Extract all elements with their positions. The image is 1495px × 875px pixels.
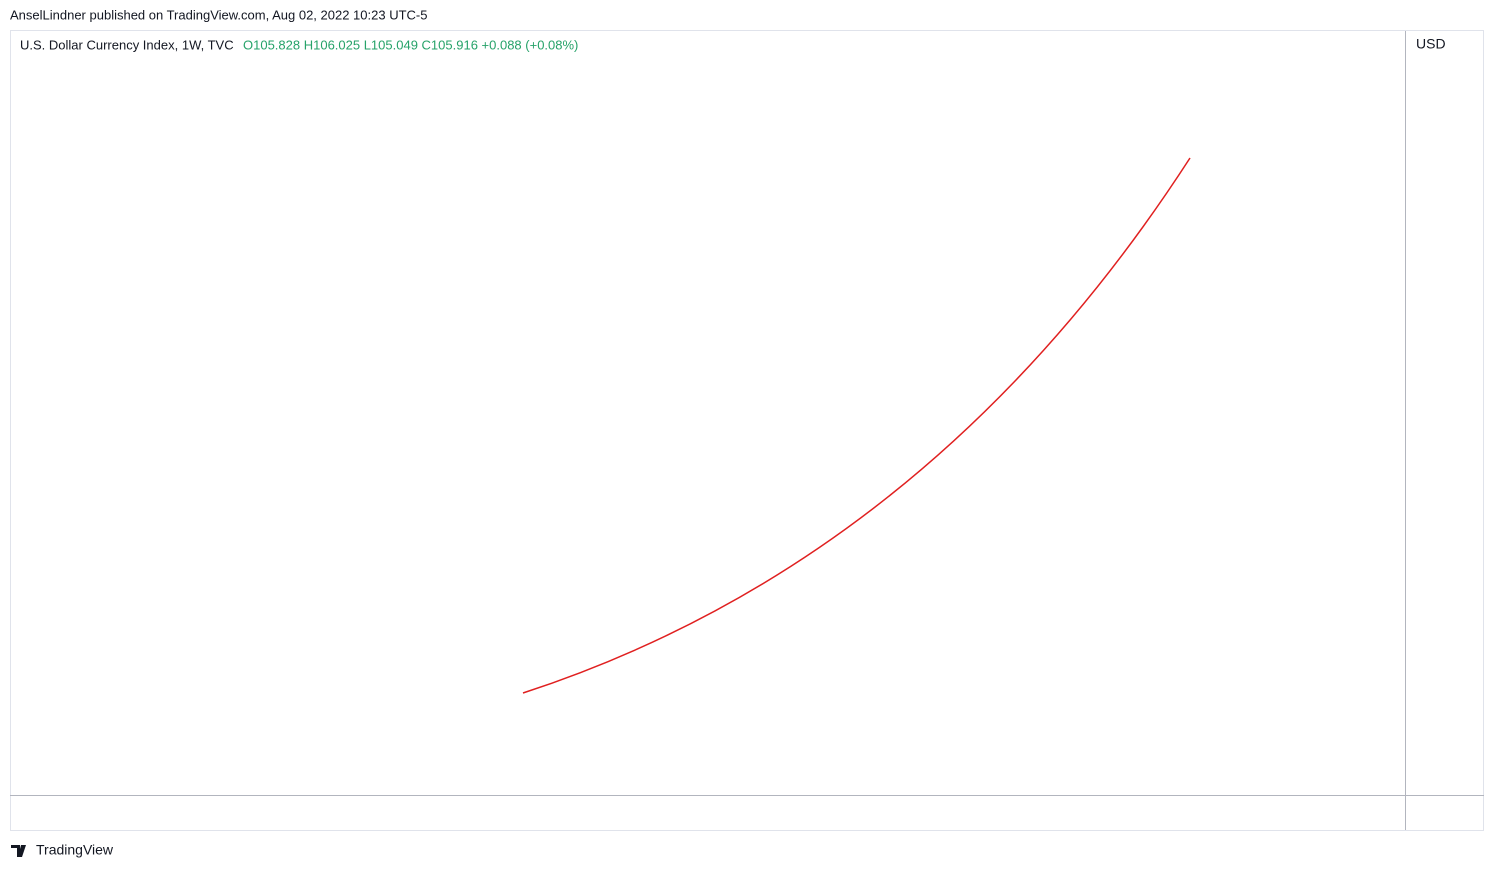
logo [11,845,26,857]
plot [522,157,1191,694]
frame [10,30,1484,831]
ohlc-legend: O105.828 H106.025 L105.049 C105.916 +0.0… [243,37,578,52]
axis-label-bg [1407,33,1483,55]
header: AnselLindner published on TradingView.co… [10,7,427,22]
legend-bg [12,36,592,56]
footer: TradingView [36,842,114,858]
trend-curve [522,157,1191,694]
chart-title: U.S. Dollar Currency Index, 1W, TVC [20,37,234,52]
axis-unit: USD [1416,36,1446,52]
